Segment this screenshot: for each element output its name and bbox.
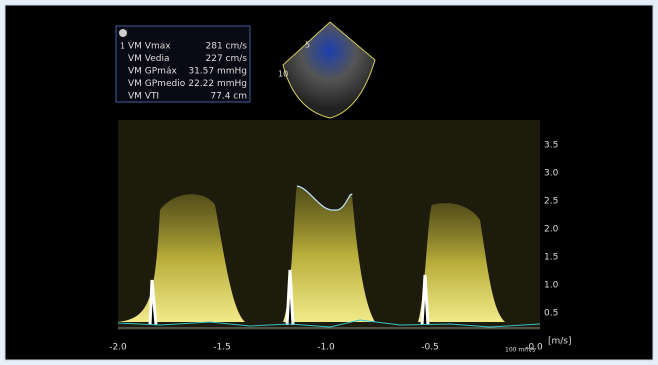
velocity-tick-label: 1.5 <box>544 253 558 263</box>
velocity-tick-label: 3.0 <box>544 169 559 179</box>
measurement-marker: 1 <box>120 42 125 51</box>
sweep-speed: 100 mm/s <box>505 347 535 354</box>
velocity-tick-label: 0.5 <box>544 309 558 319</box>
velocity-tick-label: 2.0 <box>544 225 559 235</box>
depth-label: 10 <box>278 70 288 79</box>
velocity-unit: [m/s] <box>548 337 572 347</box>
time-tick-label: -1.0 <box>317 343 335 353</box>
measurement-label: VM GPmedio <box>128 79 186 89</box>
time-tick-label: -1.5 <box>213 343 231 353</box>
time-tick-label: -0.5 <box>421 343 439 353</box>
panel-icon <box>119 29 127 37</box>
page: 1 VM Vmax 281 cm/s VM Vedia 227 cm/s VM GPmá… <box>0 0 658 365</box>
measurement-value: 22.22 mmHg <box>188 79 247 89</box>
measurement-value: 31.57 mmHg <box>188 67 247 77</box>
measurement-label: VM Vedia <box>128 54 170 64</box>
screenshot: 1 VM Vmax 281 cm/s VM Vedia 227 cm/s VM GPmá… <box>0 0 658 365</box>
velocity-tick-label: 1.0 <box>544 281 559 291</box>
measurement-value: 281 cm/s <box>206 42 248 52</box>
measurement-label: VM VTI <box>128 92 159 102</box>
measurement-value: 227 cm/s <box>206 54 248 64</box>
time-tick-label: -2.0 <box>109 343 127 353</box>
velocity-tick-label: 2.5 <box>544 197 558 207</box>
measurement-label: VM Vmax <box>128 42 171 52</box>
velocity-tick-label: 3.5 <box>544 141 558 151</box>
measurement-value: 77.4 cm <box>210 92 247 102</box>
depth-label: 5 <box>305 41 310 50</box>
measurement-label: VM GPmáx <box>128 67 177 77</box>
